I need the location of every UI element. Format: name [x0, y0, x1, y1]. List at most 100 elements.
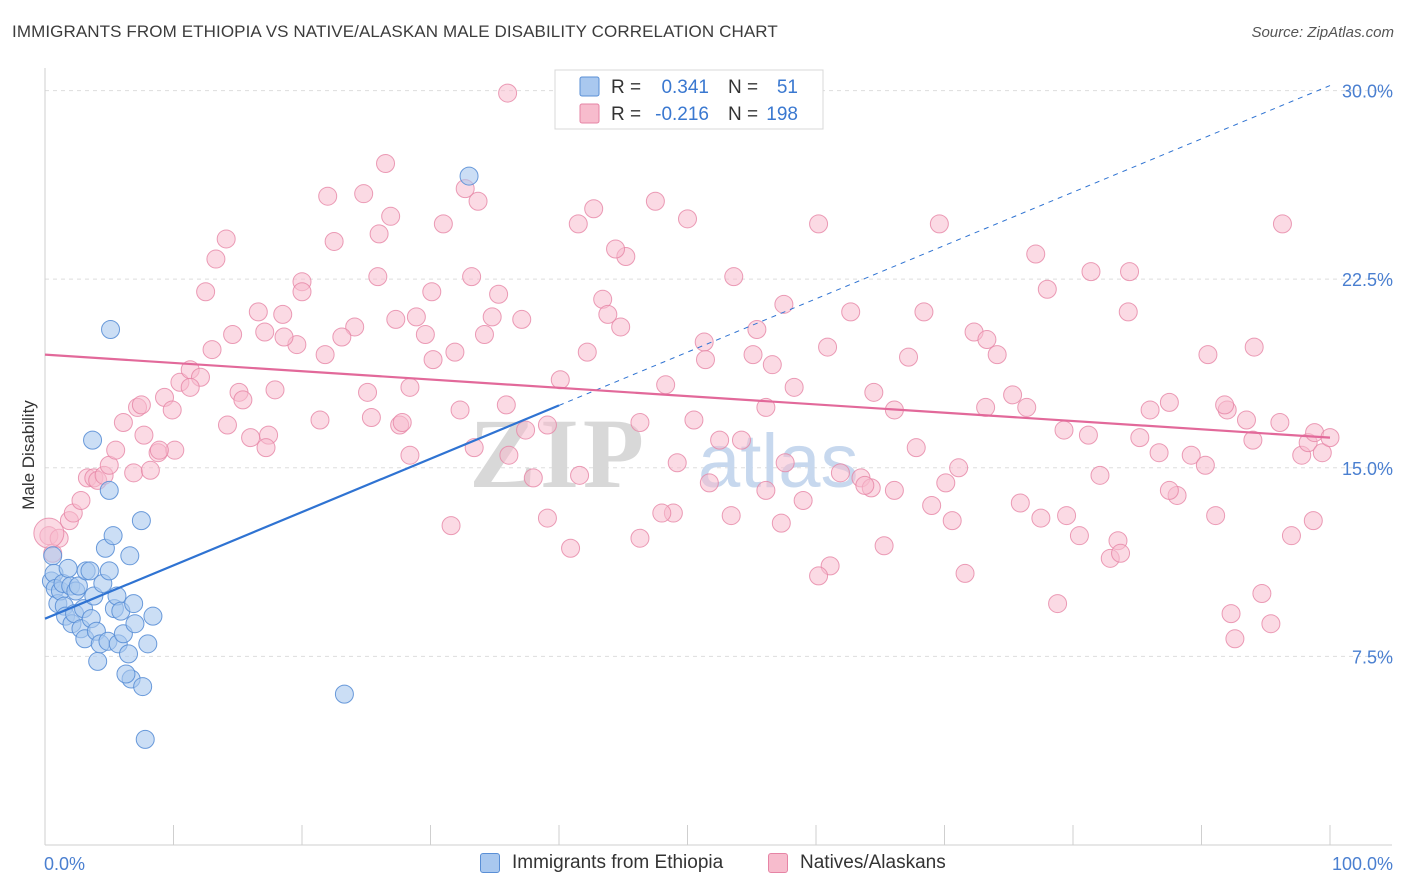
natives-point: [1261, 614, 1281, 634]
natives-point: [684, 410, 704, 430]
natives-point: [369, 224, 389, 244]
stats-legend: R = 0.341 N = 51 R = -0.216 N = 198: [554, 69, 824, 130]
natives-point: [386, 309, 406, 329]
natives-point: [324, 231, 344, 251]
natives-point: [652, 503, 672, 523]
natives-point: [354, 184, 374, 204]
natives-point: [1054, 420, 1074, 440]
natives-point: [1281, 526, 1301, 546]
natives-point: [392, 413, 412, 433]
ethiopia-point: [83, 430, 103, 450]
natives-point: [273, 304, 293, 324]
natives-point: [1081, 262, 1101, 282]
natives-point: [400, 445, 420, 465]
natives-point: [1225, 629, 1245, 649]
natives-point: [537, 508, 557, 528]
natives-point: [1303, 511, 1323, 531]
natives-point: [1252, 584, 1272, 604]
natives-point: [756, 480, 776, 500]
natives-point: [1270, 413, 1290, 433]
natives-point: [423, 350, 443, 370]
natives-point: [976, 397, 996, 417]
natives-point: [361, 407, 381, 427]
stats-r-value-blue: 0.341: [661, 77, 709, 98]
chart-title: IMMIGRANTS FROM ETHIOPIA VS NATIVE/ALASK…: [12, 22, 778, 41]
gridlines: [45, 90, 1392, 657]
ethiopia-point: [101, 319, 121, 339]
natives-point: [202, 340, 222, 360]
natives-point: [793, 490, 813, 510]
natives-point: [1130, 428, 1150, 448]
legend-swatch-pink: [768, 853, 788, 873]
stats-n-label-pink: N =: [728, 104, 758, 125]
natives-point: [695, 350, 715, 370]
natives-point: [113, 413, 133, 433]
natives-point: [936, 473, 956, 493]
natives-point: [445, 342, 465, 362]
natives-point: [899, 347, 919, 367]
natives-point: [248, 302, 268, 322]
legend-item-natives[interactable]: Natives/Alaskans: [768, 852, 946, 874]
natives-point: [1206, 506, 1226, 526]
natives-point: [433, 214, 453, 234]
natives-point: [987, 345, 1007, 365]
natives-point: [1181, 445, 1201, 465]
natives-point: [630, 528, 650, 548]
natives-point: [124, 463, 144, 483]
natives-point: [568, 214, 588, 234]
natives-point: [942, 511, 962, 531]
natives-point: [1078, 425, 1098, 445]
natives-point: [1057, 506, 1077, 526]
natives-point: [1149, 443, 1169, 463]
natives-point: [922, 496, 942, 516]
legend-label-ethiopia: Immigrants from Ethiopia: [512, 852, 724, 873]
natives-point: [724, 267, 744, 287]
natives-point: [855, 475, 875, 495]
natives-point: [498, 83, 518, 103]
natives-point: [180, 377, 200, 397]
ethiopia-point: [58, 558, 78, 578]
natives-point: [656, 375, 676, 395]
stats-r-label-pink: R =: [611, 104, 641, 125]
ethiopia-point: [125, 614, 145, 634]
natives-point: [784, 377, 804, 397]
natives-point: [1090, 465, 1110, 485]
bottom-legend: Immigrants from Ethiopia Natives/Alaskan…: [0, 850, 1406, 880]
natives-point: [489, 284, 509, 304]
natives-point: [598, 304, 618, 324]
ethiopia-points: [41, 166, 479, 749]
natives-point: [256, 438, 276, 458]
natives-point: [1111, 543, 1131, 563]
natives-point: [468, 191, 488, 211]
natives-point: [645, 191, 665, 211]
natives-point: [516, 420, 536, 440]
natives-point: [929, 214, 949, 234]
ethiopia-point: [138, 634, 158, 654]
natives-point: [496, 395, 516, 415]
natives-point: [462, 267, 482, 287]
natives-point: [415, 325, 435, 345]
natives-point: [830, 463, 850, 483]
y-tick-label: 7.5%: [1352, 647, 1393, 667]
natives-point: [678, 209, 697, 229]
natives-point: [818, 337, 838, 357]
ethiopia-point: [103, 526, 123, 546]
ethiopia-point: [135, 729, 155, 749]
legend-item-ethiopia[interactable]: Immigrants from Ethiopia: [480, 852, 723, 874]
natives-point: [292, 282, 312, 302]
natives-point: [1120, 262, 1140, 282]
natives-point: [140, 460, 160, 480]
ethiopia-point: [99, 561, 119, 581]
natives-point: [310, 410, 330, 430]
natives-point: [255, 322, 275, 342]
natives-point: [747, 319, 767, 339]
x-tick-label: 0.0%: [44, 854, 85, 874]
stats-n-label-blue: N =: [728, 77, 758, 98]
natives-point: [1017, 397, 1037, 417]
natives-point: [206, 249, 226, 269]
ethiopia-point: [133, 677, 153, 697]
ethiopia-point: [88, 651, 108, 671]
natives-point: [33, 517, 65, 549]
natives-point: [523, 468, 543, 488]
natives-point: [721, 506, 741, 526]
